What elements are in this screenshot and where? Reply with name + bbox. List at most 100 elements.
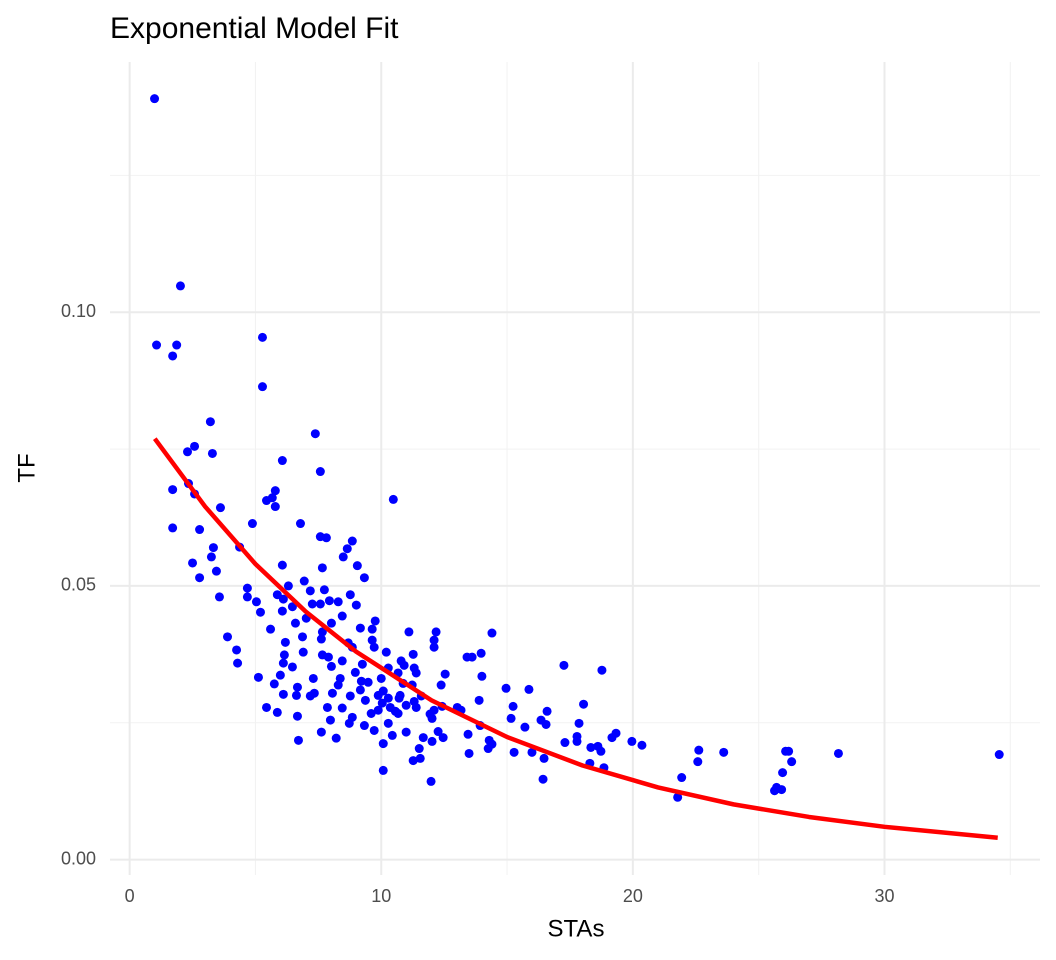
point [299,576,309,586]
point [787,757,797,767]
point [326,661,336,671]
point [152,340,162,350]
point [436,680,446,690]
y-tick-label: 0.05 [61,575,96,595]
y-tick-label: 0.10 [61,301,96,321]
point [292,711,302,721]
point [342,544,352,554]
point [438,733,448,743]
point [401,727,411,737]
point [677,773,687,783]
point [597,665,607,675]
point [321,533,331,543]
point [394,693,404,703]
point [305,586,315,596]
point [355,623,365,633]
point [337,656,347,666]
point [501,683,511,693]
point [315,467,325,477]
point [298,647,308,657]
point [270,502,280,512]
point [315,599,325,609]
point [463,729,473,739]
point [693,757,703,767]
point [337,611,347,621]
point [366,708,376,718]
point [560,738,570,748]
point [345,590,355,600]
point [359,573,369,583]
point [326,618,336,628]
point [508,701,518,711]
point [369,642,379,652]
point [381,647,391,657]
point [190,441,200,451]
point [464,748,474,758]
point [168,351,178,361]
point [527,747,537,757]
point [378,765,388,775]
point [316,634,326,644]
point [344,718,354,728]
point [414,744,424,754]
point [542,706,552,716]
point [277,456,287,466]
point [317,627,327,637]
point [205,417,215,427]
point [168,485,178,495]
x-tick-label: 30 [874,886,894,906]
point [255,607,265,617]
point [359,721,369,731]
point [211,566,221,576]
point [370,616,380,626]
point [541,719,551,729]
point [429,642,439,652]
point [627,736,637,746]
point [719,747,729,757]
point [777,785,787,795]
point [520,722,530,732]
point [333,680,343,690]
point [559,660,569,670]
point [539,753,549,763]
point [270,486,280,496]
point [607,733,617,743]
point [253,672,263,682]
point [327,688,337,698]
point [378,739,388,749]
point [574,718,584,728]
fit-line [152,437,998,841]
point [266,624,276,634]
point [393,708,403,718]
point [257,382,267,392]
point [317,563,327,573]
point [387,730,397,740]
point [172,340,182,350]
point [280,637,290,647]
point [572,736,582,746]
point [411,702,421,712]
point [278,689,288,699]
point [345,691,355,701]
point [279,650,289,660]
point [994,750,1004,760]
point [333,597,343,607]
point [411,668,421,678]
x-axis-title: STAs [548,915,605,942]
point [477,671,487,681]
point [208,543,218,553]
marks [150,94,1004,841]
point [427,736,437,746]
point [293,735,303,745]
point [770,786,780,796]
point [291,690,301,700]
point [350,667,360,677]
point [337,703,347,713]
point [373,705,383,715]
point [175,281,185,291]
point [295,519,305,529]
point [324,596,334,606]
point [168,523,178,533]
point [418,733,428,743]
